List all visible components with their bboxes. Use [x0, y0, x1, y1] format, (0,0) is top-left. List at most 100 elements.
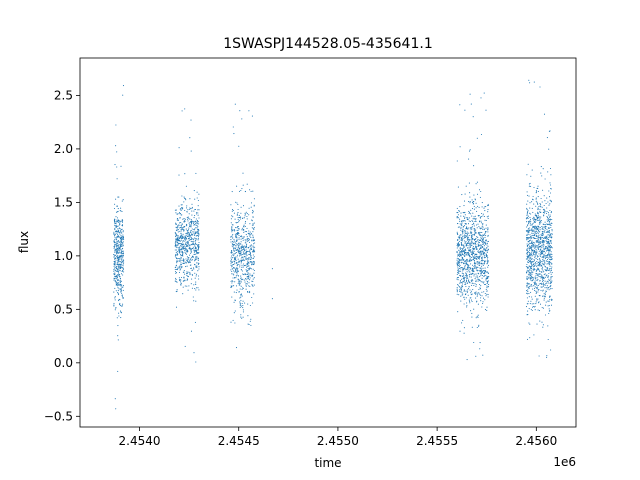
data-point: [551, 247, 553, 249]
data-point: [482, 254, 484, 256]
data-point: [461, 257, 463, 259]
data-point: [544, 212, 546, 214]
data-point: [230, 241, 232, 243]
data-point: [239, 283, 241, 285]
data-point: [186, 271, 188, 273]
data-point: [548, 308, 550, 310]
data-point: [188, 260, 191, 262]
data-point: [461, 255, 463, 257]
data-point: [534, 244, 536, 246]
data-point: [239, 264, 241, 266]
data-point: [241, 227, 243, 229]
data-point: [456, 217, 458, 219]
data-point: [197, 199, 199, 202]
data-point: [114, 273, 116, 275]
data-point: [114, 264, 116, 266]
data-point: [176, 234, 178, 236]
data-point: [183, 261, 185, 263]
data-point: [482, 224, 484, 226]
data-point: [475, 246, 477, 248]
data-point: [475, 248, 477, 250]
y-axis-label: flux: [17, 231, 31, 253]
data-point: [116, 211, 118, 213]
data-point: [543, 259, 545, 261]
data-point: [541, 244, 543, 246]
data-point: [115, 222, 117, 225]
data-point: [537, 226, 539, 228]
data-point: [543, 295, 545, 297]
data-point: [481, 243, 483, 245]
data-point: [549, 192, 552, 194]
data-point: [197, 258, 199, 260]
data-point: [234, 248, 236, 250]
data-point: [542, 283, 544, 285]
data-point: [230, 255, 233, 257]
data-point: [465, 290, 467, 292]
data-point: [540, 248, 542, 250]
data-point: [547, 242, 549, 244]
data-point: [527, 233, 529, 235]
data-point: [462, 261, 464, 263]
data-point: [176, 218, 178, 220]
data-point: [481, 295, 483, 297]
data-point: [180, 249, 182, 251]
data-point: [549, 288, 552, 290]
data-point: [196, 222, 198, 224]
data-point: [242, 172, 244, 174]
data-point: [250, 257, 252, 259]
data-point: [251, 264, 253, 266]
x-tick-label: 2.4555: [416, 434, 458, 448]
data-point: [477, 316, 479, 318]
data-point: [470, 294, 472, 296]
data-point: [534, 306, 536, 308]
data-point: [246, 257, 248, 260]
data-point: [547, 338, 549, 341]
data-point: [481, 202, 483, 204]
data-point: [240, 294, 242, 296]
data-point: [543, 195, 545, 197]
data-point: [231, 210, 233, 212]
data-point: [474, 265, 477, 267]
data-point: [235, 347, 238, 349]
data-point: [237, 203, 239, 206]
data-point: [471, 312, 473, 314]
data-point: [476, 295, 478, 297]
x-tick-label: 2.4560: [515, 434, 557, 448]
data-point: [541, 201, 543, 203]
data-point: [234, 263, 236, 265]
data-point: [540, 252, 542, 254]
data-point: [474, 231, 476, 233]
data-point: [478, 251, 480, 254]
data-point: [244, 302, 246, 304]
data-point: [122, 85, 125, 87]
data-point: [482, 253, 484, 255]
data-point: [116, 270, 118, 272]
data-point: [457, 264, 460, 267]
data-point: [545, 235, 547, 238]
data-point: [470, 253, 472, 255]
data-point: [241, 237, 243, 239]
data-point: [186, 249, 189, 251]
data-point: [541, 271, 543, 273]
data-point: [530, 229, 532, 231]
data-point: [547, 282, 549, 284]
data-point: [542, 289, 544, 291]
data-point: [526, 238, 528, 240]
data-point: [121, 248, 123, 250]
data-point: [475, 218, 477, 220]
data-point: [477, 251, 479, 253]
data-point: [528, 270, 530, 272]
data-point: [231, 270, 233, 273]
data-point: [239, 288, 241, 290]
data-point: [189, 198, 191, 200]
data-point: [118, 265, 120, 267]
data-point: [176, 262, 178, 264]
data-point: [251, 212, 253, 214]
data-point: [532, 229, 534, 231]
data-point: [113, 304, 115, 306]
data-point: [179, 239, 181, 242]
data-point: [536, 299, 538, 301]
data-point: [182, 237, 184, 240]
data-point: [192, 230, 194, 232]
data-point: [461, 259, 463, 261]
